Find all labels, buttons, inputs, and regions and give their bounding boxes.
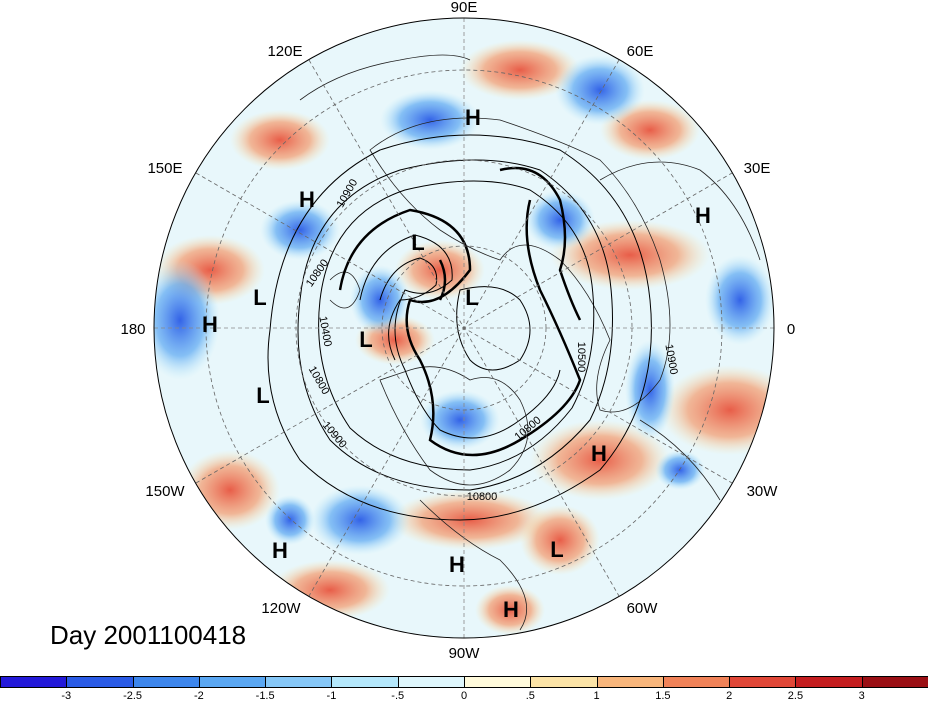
colorbar-tick-label: .5 [525, 690, 535, 702]
longitude-label: 150E [147, 160, 182, 177]
graticule [154, 18, 774, 638]
colorbar-box [0, 676, 68, 688]
colorbar-tick-label: -2 [193, 690, 204, 702]
colorbar-box [662, 676, 731, 688]
colorbar-box [464, 676, 532, 688]
low-pressure-label: L [253, 285, 266, 310]
high-pressure-label: H [465, 105, 481, 130]
longitude-label: 90E [451, 0, 478, 16]
colorbar-tick-label: -1.5 [255, 690, 275, 702]
low-pressure-label: L [256, 383, 269, 408]
colorbar-tick-label: 3 [858, 690, 865, 702]
longitude-label: 30W [747, 483, 779, 500]
colorbar-box [795, 676, 863, 688]
low-pressure-label: L [359, 327, 372, 352]
longitude-labels: 90E 120E 60E 150E 30E 180 0 150W 30W 120W 60W 90W [120, 0, 795, 662]
longitude-label: 0 [787, 321, 795, 338]
longitude-label: 180 [120, 321, 145, 338]
low-pressure-label: L [411, 230, 424, 255]
high-pressure-label: H [695, 203, 711, 228]
high-pressure-label: H [449, 552, 465, 577]
contour-label: 10800 [467, 491, 498, 503]
colorbar-box [265, 676, 333, 688]
high-pressure-label: H [299, 187, 315, 212]
high-pressure-label: H [272, 538, 288, 563]
longitude-label: 60W [627, 600, 659, 617]
colorbar-box [861, 676, 928, 688]
colorbar-tick-label: -.5 [391, 690, 405, 702]
colorbar-box [596, 676, 664, 688]
colorbar-box [132, 676, 200, 688]
polar-stereographic-map: 1090010800104001050010800109001090010800… [120, 0, 795, 662]
pressure-centers: H H H H H H H H L L L L L L [202, 105, 711, 622]
height-contours [267, 134, 652, 521]
longitude-label: 120E [267, 43, 302, 60]
colorbar-tick-label: -3 [61, 690, 72, 702]
colorbar-tick-label: -2.5 [123, 690, 143, 702]
low-pressure-label: L [465, 285, 478, 310]
low-pressure-label: L [550, 537, 563, 562]
longitude-label: 150W [145, 483, 185, 500]
colorbar-box [530, 676, 598, 688]
colorbar: -3 -2.5 -2 -1.5 -1 -.5 0 .5 1 1.5 2 2.5 3 [0, 676, 928, 702]
longitude-label: 120W [261, 600, 301, 617]
colorbar-box [397, 676, 465, 688]
colorbar-box [331, 676, 399, 688]
colorbar-box [66, 676, 134, 688]
colorbar-tick-label: -1 [326, 690, 337, 702]
longitude-label: 90W [449, 645, 481, 662]
longitude-label: 60E [627, 43, 654, 60]
colorbar-box [729, 676, 797, 688]
high-pressure-label: H [591, 441, 607, 466]
longitude-label: 30E [744, 160, 771, 177]
map-boundary [153, 17, 775, 639]
high-pressure-label: H [202, 312, 218, 337]
colorbar-tick-label: 2 [726, 690, 733, 702]
colorbar-tick-label: 0 [460, 690, 468, 702]
coastlines [299, 54, 761, 631]
high-pressure-label: H [503, 597, 519, 622]
date-title: Day 2001100418 [50, 620, 247, 650]
contour-label: 10500 [575, 342, 587, 373]
colorbar-tick-label: 2.5 [787, 690, 804, 702]
colorbar-tick-label: 1 [593, 690, 600, 702]
contour-label: 10900 [662, 343, 679, 375]
colorbar-tick-label: 1.5 [655, 690, 671, 702]
contour-label: 10400 [316, 315, 333, 347]
colorbar-box [198, 676, 267, 688]
